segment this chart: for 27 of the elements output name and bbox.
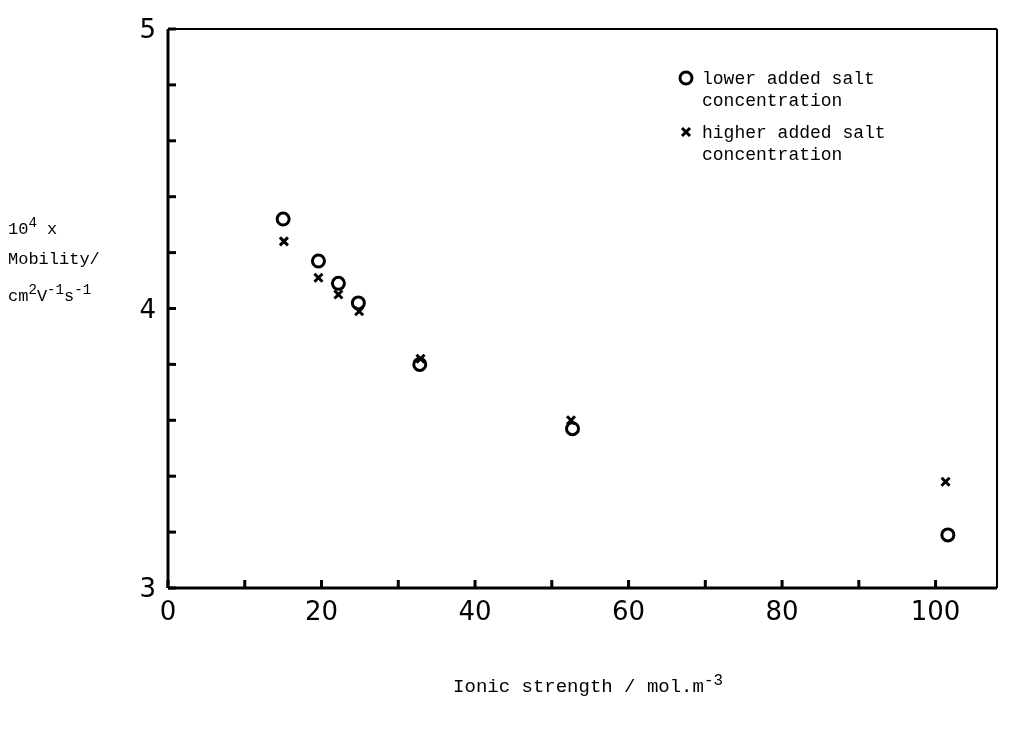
point	[310, 253, 326, 269]
x-tick-label: 0	[159, 596, 177, 627]
point	[332, 289, 344, 301]
x-tick-label: 40	[458, 596, 492, 627]
y-tick-label: 3	[139, 573, 156, 604]
point	[412, 356, 428, 372]
point	[565, 414, 577, 426]
y-tick-label: 4	[139, 293, 156, 324]
point	[330, 275, 346, 291]
point	[312, 272, 324, 284]
point	[350, 295, 366, 311]
point	[278, 235, 290, 247]
x-tick-label: 60	[612, 596, 646, 627]
text: 10$^{4}$ x Mobility/ cm$^{2}$V$^{-1}$s$^{-1}$	[8, 215, 100, 306]
point	[415, 353, 427, 365]
x-tick-label: 20	[304, 596, 339, 627]
point	[940, 527, 956, 543]
point	[565, 421, 581, 437]
point	[940, 476, 952, 488]
point	[353, 305, 365, 317]
x-tick-label: 100	[910, 596, 961, 627]
point	[275, 211, 291, 227]
x-axis-title: Ionic strength / mol.m$^{-3}$	[452, 671, 724, 698]
legend-label: higher added salt concentration	[702, 122, 887, 166]
y-tick-label: 5	[139, 14, 156, 45]
x-tick-label: 80	[765, 596, 799, 627]
legend-label: lower added salt concentration	[702, 68, 876, 112]
